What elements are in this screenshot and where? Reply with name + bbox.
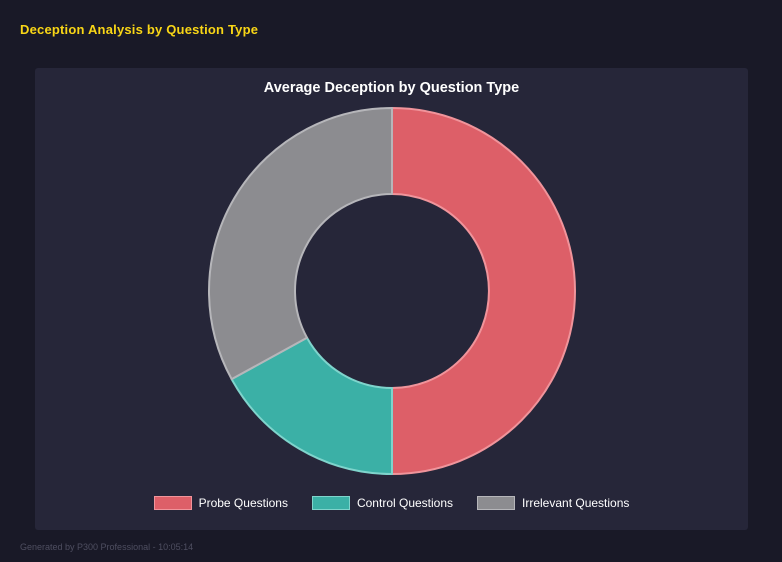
legend-item-2[interactable]: Irrelevant Questions: [477, 496, 629, 510]
donut-slice-0: [391, 107, 576, 475]
footer-text: Generated by P300 Professional - 10:05:1…: [20, 542, 194, 552]
legend-swatch-2: [477, 496, 516, 510]
legend-item-1[interactable]: Control Questions: [311, 496, 454, 510]
donut-chart: [208, 107, 576, 475]
donut-slice-1: [230, 336, 393, 475]
chart-panel: Average Deception by Question Type Probe…: [35, 68, 748, 530]
legend-swatch-1: [311, 496, 350, 510]
chart-legend: Probe Questions Control Questions Irreleva…: [35, 496, 748, 510]
legend-item-0[interactable]: Probe Questions: [153, 496, 288, 510]
page-title: Deception Analysis by Question Type: [20, 22, 259, 37]
chart-title: Average Deception by Question Type: [263, 80, 520, 96]
legend-label: Control Questions: [356, 496, 454, 510]
donut-slice-2: [208, 107, 393, 381]
legend-label: Probe Questions: [198, 496, 288, 510]
legend-swatch-0: [153, 496, 192, 510]
legend-label: Irrelevant Questions: [522, 496, 630, 510]
